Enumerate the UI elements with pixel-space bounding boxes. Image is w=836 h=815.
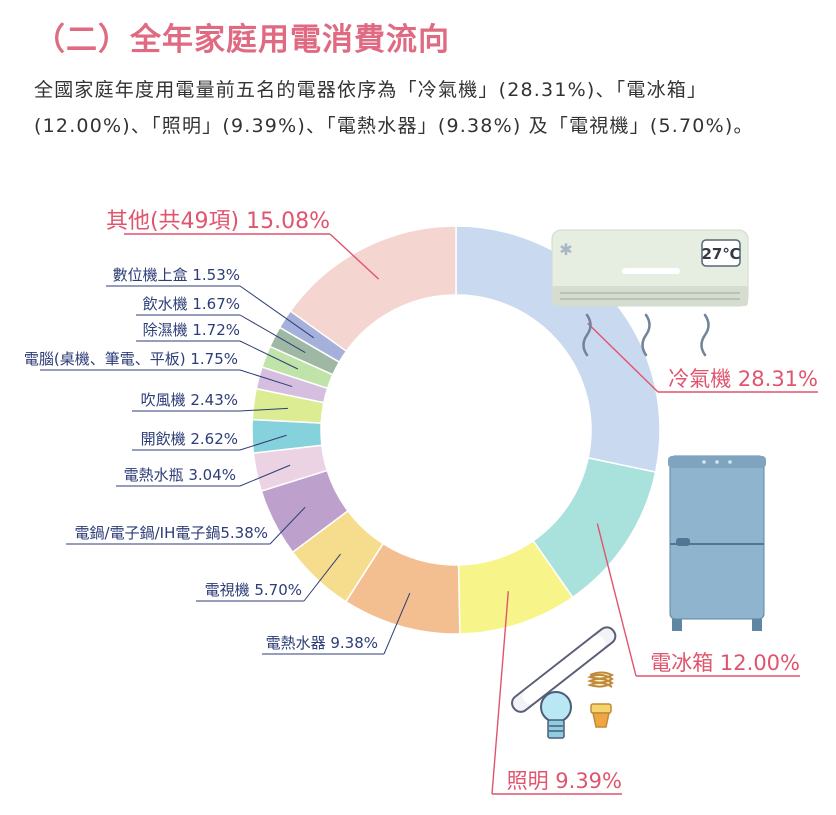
svg-text:✱: ✱ bbox=[559, 240, 572, 259]
slice-label-12: 數位機上盒 1.53% bbox=[113, 266, 240, 284]
slice-label-2: 照明 9.39% bbox=[507, 769, 622, 793]
slice-label-1: 電冰箱 12.00% bbox=[650, 651, 800, 675]
slice-label-10: 除濕機 1.72% bbox=[143, 321, 240, 339]
page-title: （二）全年家庭用電消費流向 bbox=[34, 22, 450, 58]
leader-line-5 bbox=[269, 506, 306, 545]
leader-line-12 bbox=[239, 285, 315, 339]
slice-label-4: 電視機 5.70% bbox=[205, 581, 302, 599]
intro-paragraph: 全國家庭年度用電量前五名的電器依序為「冷氣機」(28.31%)、「電冰箱」(12… bbox=[34, 79, 754, 137]
slice-label-7: 開飲機 2.62% bbox=[141, 430, 238, 448]
slice-label-3: 電熱水器 9.38% bbox=[266, 634, 378, 652]
leader-line-4 bbox=[303, 553, 341, 602]
slice-label-11: 飲水機 1.67% bbox=[143, 295, 240, 313]
leader-line-11 bbox=[239, 314, 306, 353]
leader-line-7 bbox=[239, 434, 287, 451]
leader-line-3 bbox=[383, 592, 411, 655]
label-group: 冷氣機 28.31% 電冰箱 12.00% 照明 9.39% 電熱水器 9.38% 電視… bbox=[24, 209, 818, 793]
slice-label-9: 電腦(桌機、筆電、平板) 1.75% bbox=[24, 350, 238, 368]
leader-line-0 bbox=[587, 322, 659, 393]
leader-line-9 bbox=[239, 369, 293, 388]
refrigerator-icon bbox=[668, 455, 766, 631]
leader-line-8 bbox=[239, 407, 288, 412]
leader-line-6 bbox=[239, 464, 291, 487]
slice-label-0: 冷氣機 28.31% bbox=[668, 367, 818, 391]
ac-temperature: 27℃ bbox=[701, 245, 740, 263]
light-bulbs-icon bbox=[511, 626, 617, 739]
slice-group bbox=[251, 225, 661, 635]
air-conditioner-icon: 27℃ ✱ bbox=[551, 229, 749, 357]
slice-13 bbox=[289, 225, 457, 353]
leader-line-1 bbox=[596, 523, 637, 677]
leader-line-10 bbox=[239, 340, 299, 370]
slice-label-5: 電鍋/電子鍋/IH電子鍋5.38% bbox=[75, 524, 268, 542]
leader-line-13 bbox=[329, 233, 380, 280]
slice-label-13: 其他(共49項) 15.08% bbox=[106, 209, 330, 234]
leader-lines bbox=[40, 233, 818, 795]
slice-label-6: 電熱水瓶 3.04% bbox=[124, 466, 236, 484]
leader-line-2 bbox=[491, 591, 510, 795]
slice-label-8: 吹風機 2.43% bbox=[141, 391, 238, 409]
